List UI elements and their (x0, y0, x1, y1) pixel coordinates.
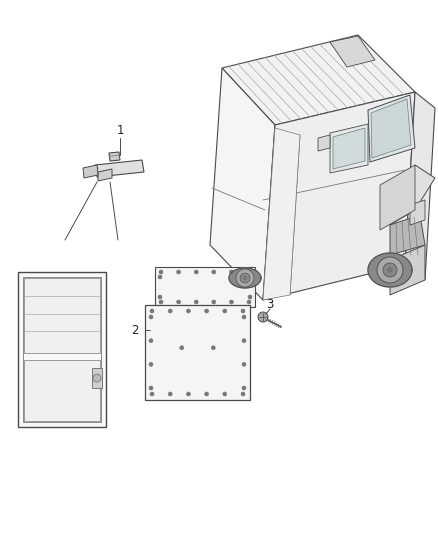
Circle shape (180, 346, 184, 350)
Circle shape (223, 392, 227, 396)
Polygon shape (98, 169, 112, 181)
Polygon shape (24, 278, 100, 353)
Circle shape (242, 315, 246, 319)
Polygon shape (229, 268, 261, 288)
Circle shape (241, 309, 245, 313)
Polygon shape (263, 128, 300, 300)
Polygon shape (368, 95, 415, 162)
Text: 3: 3 (266, 298, 274, 311)
Circle shape (212, 300, 216, 304)
Polygon shape (371, 99, 411, 158)
Polygon shape (380, 165, 415, 230)
Circle shape (150, 309, 154, 313)
Polygon shape (318, 135, 330, 151)
Circle shape (258, 312, 268, 322)
Bar (155, 267, 255, 307)
Circle shape (187, 309, 191, 313)
Polygon shape (109, 152, 120, 161)
Circle shape (230, 300, 233, 304)
Circle shape (387, 267, 393, 273)
Circle shape (205, 309, 208, 313)
Text: 1: 1 (116, 124, 124, 136)
Circle shape (168, 309, 172, 313)
Circle shape (159, 270, 163, 274)
Circle shape (212, 270, 216, 274)
Polygon shape (18, 272, 106, 427)
Circle shape (205, 392, 208, 396)
Bar (92, 368, 102, 388)
Circle shape (150, 392, 154, 396)
Polygon shape (410, 200, 425, 225)
Circle shape (242, 362, 246, 366)
Polygon shape (405, 92, 435, 280)
Circle shape (168, 392, 172, 396)
Circle shape (240, 273, 250, 283)
Circle shape (158, 275, 162, 279)
Circle shape (159, 300, 163, 304)
Circle shape (211, 346, 215, 350)
Text: 2: 2 (131, 324, 139, 336)
Circle shape (242, 386, 246, 390)
Bar (23, 277, 101, 422)
Circle shape (383, 263, 397, 277)
Polygon shape (330, 124, 368, 173)
Circle shape (247, 300, 251, 304)
Polygon shape (24, 360, 100, 421)
Circle shape (223, 309, 227, 313)
Polygon shape (333, 128, 365, 169)
Polygon shape (330, 36, 375, 67)
Circle shape (149, 338, 153, 343)
Polygon shape (95, 160, 144, 177)
Circle shape (177, 270, 180, 274)
Polygon shape (390, 165, 435, 225)
Circle shape (377, 257, 403, 283)
Circle shape (149, 362, 153, 366)
Circle shape (248, 275, 252, 279)
Polygon shape (210, 68, 275, 300)
Circle shape (236, 269, 254, 287)
Circle shape (247, 270, 251, 274)
Polygon shape (263, 92, 415, 300)
Polygon shape (390, 245, 425, 295)
Circle shape (93, 374, 101, 382)
Circle shape (187, 392, 191, 396)
Circle shape (158, 295, 162, 299)
Circle shape (177, 300, 180, 304)
Circle shape (194, 270, 198, 274)
Circle shape (248, 295, 252, 299)
Bar (145, 305, 250, 400)
Circle shape (194, 300, 198, 304)
Polygon shape (390, 215, 425, 255)
Circle shape (149, 386, 153, 390)
Circle shape (230, 270, 233, 274)
Polygon shape (368, 253, 412, 287)
Polygon shape (222, 35, 415, 125)
Circle shape (242, 338, 246, 343)
Circle shape (149, 315, 153, 319)
Circle shape (241, 392, 245, 396)
Circle shape (243, 276, 247, 280)
Polygon shape (83, 165, 98, 178)
